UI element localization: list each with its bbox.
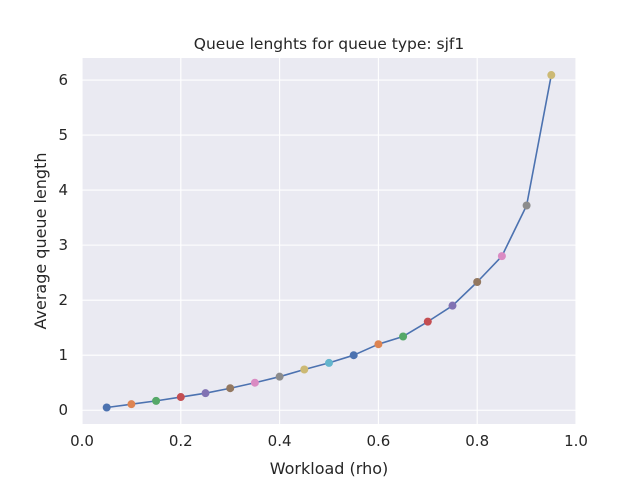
data-point: [522, 201, 531, 210]
data-point: [127, 400, 136, 409]
y-tick-label: 3: [58, 236, 68, 254]
data-point: [374, 340, 383, 349]
data-point: [102, 403, 111, 412]
y-tick-label: 6: [58, 71, 68, 89]
data-point: [176, 393, 185, 402]
y-axis-label: Average queue length: [31, 153, 50, 330]
x-axis-label: Workload (rho): [270, 459, 389, 478]
x-axis: 0.0 0.2 0.4 0.6 0.8 1.0: [70, 432, 588, 450]
series-group: [102, 71, 556, 412]
data-point: [497, 252, 506, 261]
data-point: [423, 317, 432, 326]
grid: [81, 58, 577, 424]
y-tick-label: 4: [58, 181, 68, 199]
x-tick-label: 0.2: [169, 432, 193, 450]
chart-title: Queue lenghts for queue type: sjf1: [194, 35, 464, 53]
x-tick-label: 0.0: [70, 432, 94, 450]
data-point: [300, 365, 309, 374]
y-tick-label: 5: [58, 126, 68, 144]
y-axis: 0 1 2 3 4 5 6: [58, 71, 68, 419]
data-point: [275, 372, 284, 381]
data-point: [201, 389, 210, 398]
x-tick-label: 0.8: [465, 432, 489, 450]
plot-area: [82, 58, 576, 424]
y-tick-label: 0: [58, 401, 68, 419]
data-point: [250, 378, 259, 387]
x-tick-label: 0.4: [268, 432, 292, 450]
data-point: [473, 278, 482, 287]
data-point: [448, 301, 457, 310]
y-tick-label: 1: [58, 346, 68, 364]
x-tick-label: 1.0: [564, 432, 588, 450]
data-point: [325, 358, 333, 367]
data-point: [547, 71, 556, 80]
x-tick-label: 0.6: [366, 432, 390, 450]
data-point: [226, 384, 235, 393]
data-point: [152, 396, 161, 405]
y-tick-label: 2: [58, 291, 68, 309]
data-point: [349, 351, 358, 360]
data-point: [399, 332, 408, 341]
